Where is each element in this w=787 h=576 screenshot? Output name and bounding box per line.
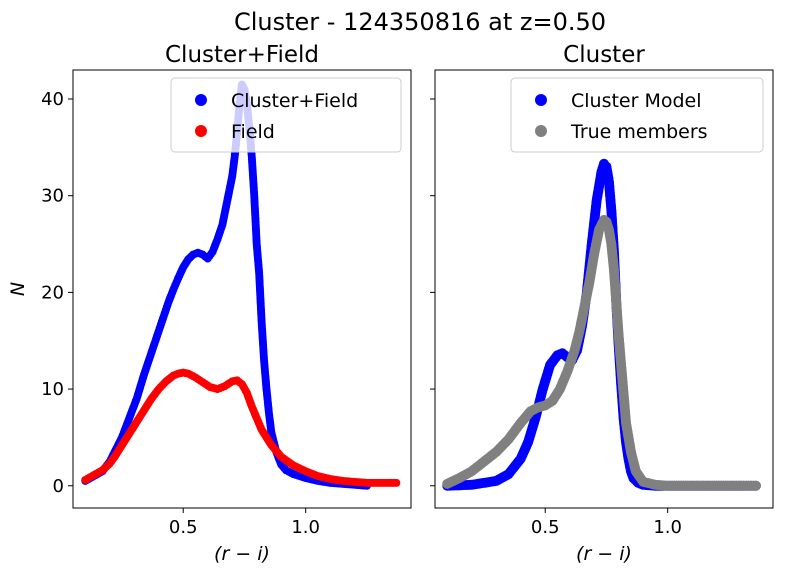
- x-axis-label: (r − i): [214, 543, 270, 565]
- legend-box: [510, 77, 764, 153]
- x-tick-label: 1.0: [653, 517, 682, 538]
- legend-marker: [535, 94, 547, 106]
- chart-cluster: Cluster 0.5 1.0 (r − i) Cluster Model True me…: [430, 42, 774, 565]
- x-axis-label: (r − i): [576, 543, 632, 565]
- y-tick-label: 10: [41, 379, 64, 400]
- chart-cluster-field: Cluster+Field 0.5 1.0 0 10 20 30 40 (r − i) N Clus…: [7, 42, 412, 565]
- legend-label: Field: [231, 121, 275, 143]
- legend-marker: [535, 125, 547, 137]
- y-tick-label: 40: [41, 89, 64, 110]
- data-point: [392, 478, 401, 487]
- legend-box: [170, 77, 402, 153]
- y-axis-label: N: [7, 282, 29, 296]
- x-tick-label: 1.0: [291, 517, 320, 538]
- legend-label: Cluster Model: [571, 90, 702, 112]
- legend-label: Cluster+Field: [231, 90, 358, 112]
- legend-marker: [195, 94, 207, 106]
- y-tick-label: 20: [41, 282, 64, 303]
- y-tick-label: 30: [41, 186, 64, 207]
- legend: Cluster Model True members: [510, 77, 764, 153]
- legend-label: True members: [570, 121, 708, 143]
- axes-frame: [434, 69, 774, 509]
- y-tick-label: 0: [53, 476, 64, 497]
- legend: Cluster+Field Field: [170, 77, 402, 153]
- figure-suptitle: Cluster - 124350816 at z=0.50: [234, 8, 606, 36]
- chart-title: Cluster+Field: [165, 42, 319, 68]
- series-cluster-model: [442, 158, 761, 491]
- x-tick-label: 0.5: [531, 517, 560, 538]
- x-tick-label: 0.5: [169, 517, 198, 538]
- chart-title: Cluster: [563, 42, 645, 68]
- series-field: [81, 368, 401, 487]
- legend-marker: [195, 125, 207, 137]
- axes-frame: [72, 69, 412, 509]
- series-true-members: [442, 214, 761, 491]
- data-point: [750, 480, 761, 491]
